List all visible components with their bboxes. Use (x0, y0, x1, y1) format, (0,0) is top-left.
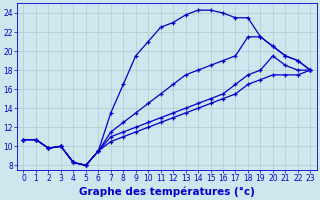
X-axis label: Graphe des températures (°c): Graphe des températures (°c) (79, 186, 255, 197)
